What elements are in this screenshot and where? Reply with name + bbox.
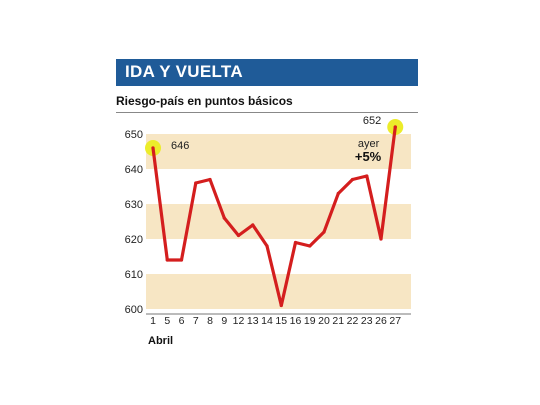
title-banner: IDA Y VUELTA <box>116 59 418 86</box>
x-axis-label: Abril <box>148 335 174 347</box>
x-tick-label: 16 <box>290 315 302 327</box>
x-tick-label: 23 <box>361 315 373 327</box>
x-tick-label: 15 <box>275 315 287 327</box>
x-tick-label: 1 <box>150 315 156 327</box>
change-value: +5% <box>355 149 382 164</box>
x-tick-label: 27 <box>389 315 401 327</box>
y-tick-label: 600 <box>125 304 143 316</box>
data-point <box>222 216 226 220</box>
x-tick-label: 14 <box>261 315 273 327</box>
start-value-label: 646 <box>171 140 189 152</box>
y-tick-label: 630 <box>125 199 143 211</box>
data-series <box>151 125 397 308</box>
data-point <box>236 233 241 238</box>
x-tick-label: 12 <box>233 315 245 327</box>
x-tick-label: 20 <box>318 315 330 327</box>
annotations: 646 652 ayer+5% <box>171 115 382 164</box>
data-point <box>393 125 397 129</box>
series-line <box>151 125 397 308</box>
end-value-label: 652 <box>363 115 381 127</box>
x-tick-label: 6 <box>179 315 185 327</box>
data-point <box>165 258 169 262</box>
data-point <box>151 146 155 150</box>
data-point <box>379 237 383 241</box>
x-tick-label: 26 <box>375 315 387 327</box>
data-point <box>179 258 184 262</box>
x-tick-label: 8 <box>207 315 213 327</box>
y-tick-label: 640 <box>125 164 143 176</box>
data-point <box>365 174 369 178</box>
x-tick-label: 7 <box>193 315 199 327</box>
y-tick-label: 650 <box>125 129 143 141</box>
data-point <box>336 191 340 196</box>
x-tick-label: 19 <box>304 315 316 327</box>
y-tick-label: 610 <box>125 269 143 281</box>
x-tick-label: 21 <box>332 315 344 327</box>
data-point <box>265 244 269 248</box>
chart-subtitle: Riesgo-país en puntos básicos <box>116 94 293 108</box>
data-point <box>293 240 298 245</box>
x-tick-label: 13 <box>247 315 259 327</box>
x-tick-label: 22 <box>347 315 359 327</box>
data-point <box>279 303 283 308</box>
subtitle-divider <box>116 112 418 113</box>
data-point <box>308 244 312 248</box>
x-tick-label: 5 <box>164 315 170 327</box>
change-label: ayer <box>358 138 380 150</box>
chart-title: IDA Y VUELTA <box>125 62 243 81</box>
data-point <box>322 230 326 234</box>
data-point <box>208 177 212 182</box>
data-point <box>350 177 355 182</box>
y-axis: 600 610 620 630 640 650 <box>125 129 143 316</box>
x-axis: 1 5 6 7 8 9 12 13 14 15 16 19 20 21 22 23 26 27 <box>146 313 411 327</box>
x-tick-label: 9 <box>221 315 227 327</box>
chart-band <box>146 134 411 169</box>
data-point <box>194 181 198 185</box>
y-tick-label: 620 <box>125 234 143 246</box>
data-point <box>251 223 255 227</box>
